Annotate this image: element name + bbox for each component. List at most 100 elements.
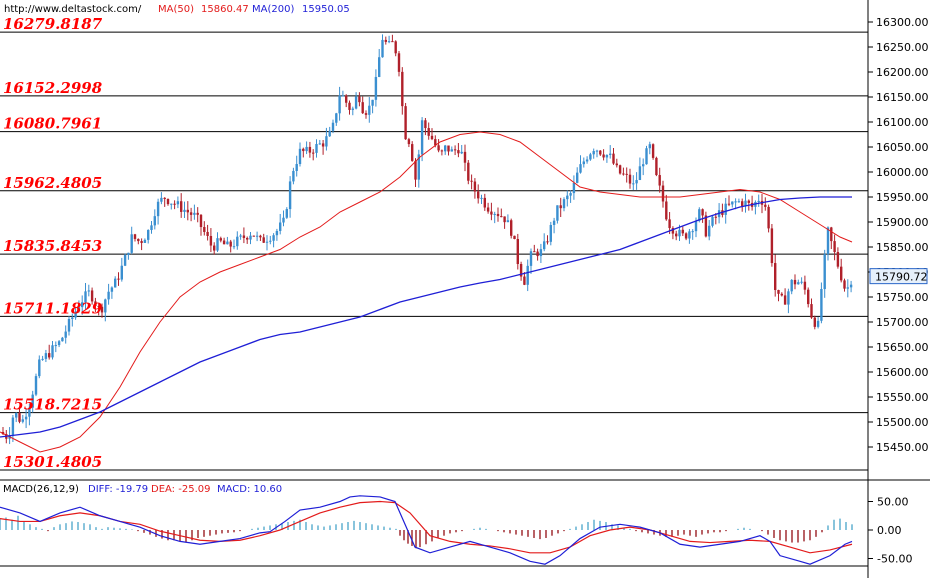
candle-body (579, 164, 582, 173)
candle-body (536, 251, 539, 257)
candle-body (516, 239, 519, 265)
candle-body (734, 201, 737, 203)
candle-body (222, 240, 226, 245)
candle-body (473, 181, 477, 192)
candle-body (830, 227, 833, 242)
candle-body (315, 144, 318, 153)
support-resistance-levels (0, 31, 868, 471)
y-tick-label: 15950.00 (876, 191, 929, 204)
candle-body (556, 205, 559, 221)
candle-body (589, 154, 592, 160)
candle-body (727, 203, 731, 205)
candles (1, 34, 853, 445)
candle-body (486, 207, 490, 212)
candle-body (609, 153, 612, 155)
last-price-label: 15790.72 (875, 271, 928, 284)
candle-body (252, 235, 255, 237)
candle-body (213, 245, 216, 251)
candle-body (711, 216, 714, 226)
candle-body (628, 174, 632, 184)
candle-body (160, 197, 163, 202)
candle-body (345, 95, 348, 103)
candle-body (457, 150, 460, 154)
ma200-label: MA(200) (252, 4, 294, 15)
candle-body (216, 238, 219, 251)
candle-body (282, 217, 285, 223)
candle-body (453, 149, 457, 151)
candle-body (731, 201, 734, 205)
candle-body (414, 160, 417, 180)
candle-body (480, 197, 483, 199)
candle-body (790, 279, 793, 292)
candle-body (599, 150, 602, 155)
candle-body (404, 106, 407, 140)
candle-body (28, 407, 31, 417)
candle-body (44, 353, 48, 359)
candle-body (331, 122, 335, 131)
candle-body (21, 419, 24, 422)
candle-body (107, 291, 110, 300)
level-label: 16080.7961 (3, 115, 102, 133)
macd-diff-label: DIFF: -19.79 (88, 484, 148, 495)
candle-body (67, 318, 71, 332)
candle-body (493, 213, 496, 215)
candle-body (642, 164, 645, 167)
candle-body (803, 281, 807, 290)
candle-body (500, 216, 503, 218)
candle-body (477, 191, 480, 199)
candle-body (61, 337, 64, 342)
candle-body (843, 280, 846, 289)
candle-body (546, 241, 549, 243)
candle-body (434, 139, 437, 146)
y-tick-label: 15900.00 (876, 216, 929, 229)
moving-averages (0, 131, 853, 453)
y-tick-label: 16150.00 (876, 91, 929, 104)
candle-body (744, 200, 747, 206)
candle-body (133, 234, 137, 239)
candle-body (585, 159, 589, 162)
candle-body (510, 220, 513, 236)
candle-body (833, 241, 836, 253)
candle-body (780, 293, 783, 296)
macd-y-tick-label: 50.00 (877, 496, 909, 509)
candle-body (354, 96, 358, 109)
y-tick-label: 15750.00 (876, 291, 929, 304)
candle-body (71, 317, 74, 319)
candle-body (170, 203, 173, 205)
candle-body (658, 175, 661, 186)
level-label: 15962.4805 (3, 174, 102, 192)
candle-body (638, 166, 642, 181)
candle-body (757, 200, 760, 203)
candle-body (183, 209, 186, 212)
candle-body (11, 417, 15, 435)
candle-body (651, 144, 655, 158)
candle-body (724, 203, 727, 215)
candle-body (90, 290, 94, 302)
candle-body (180, 201, 183, 212)
candle-body (701, 209, 704, 216)
price-axis: 16300.00 16250.00 16200.00 16150.00 16100.00… (868, 16, 929, 454)
candle-body (137, 238, 140, 242)
candle-body (533, 251, 536, 253)
candle-body (437, 145, 440, 151)
candle-body (612, 153, 615, 164)
candle-body (163, 197, 166, 199)
candle-body (826, 227, 830, 255)
candle-body (836, 252, 840, 267)
candle-body (150, 225, 153, 231)
candle-body (688, 231, 691, 239)
candle-body (229, 241, 232, 247)
candle-body (820, 289, 823, 321)
candle-body (420, 120, 424, 155)
candle-body (506, 220, 510, 223)
candle-body (849, 284, 853, 288)
candle-body (378, 57, 381, 77)
candle-body (127, 252, 130, 255)
y-tick-label: 15600.00 (876, 366, 929, 379)
candle-body (816, 320, 820, 327)
candle-body (104, 299, 107, 313)
candle-body (24, 416, 28, 420)
source-url: http://www.deltastock.com/ (4, 4, 142, 15)
candle-body (840, 266, 843, 281)
candle-body (526, 265, 529, 285)
